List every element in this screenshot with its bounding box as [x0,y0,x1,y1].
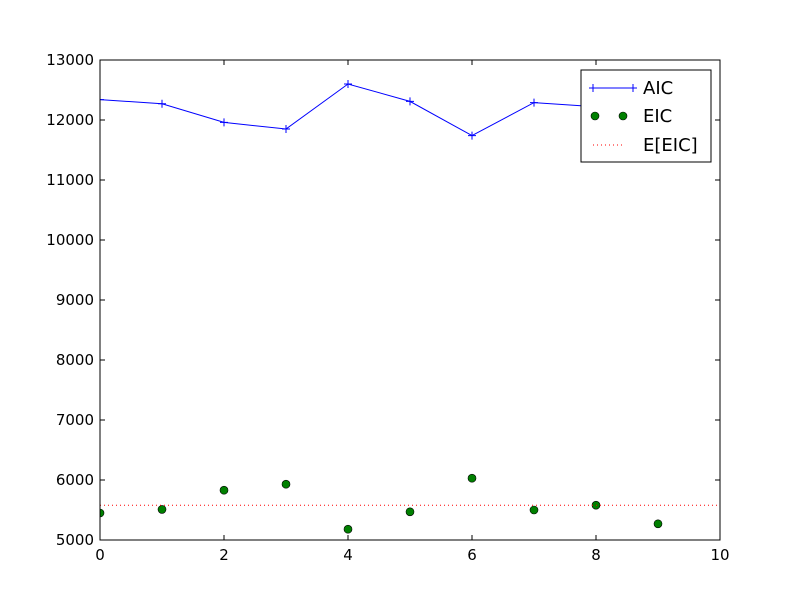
y-tick-label: 8000 [56,351,94,369]
legend-eic-marker [590,111,600,121]
legend-label-eic: EIC [643,106,672,127]
aic-point-marker [344,80,352,88]
eic-point-marker [219,485,229,495]
eic-point-marker [157,505,167,514]
y-tick-label: 12000 [46,111,94,129]
y-tick-label: 10000 [46,231,94,249]
aic-point-marker [530,98,538,107]
axis-ticks: 0 2 4 6 8 10 5000 6000 7000 8000 9000 10000 11000 120… [46,51,729,564]
aic-point-marker [100,95,104,104]
x-tick-label: 4 [343,546,353,564]
eic-point-marker [653,519,663,529]
legend-eic-marker [618,111,628,121]
aic-point-marker [282,125,290,133]
y-tick-label: 13000 [46,51,94,69]
legend-label-expected-eic: E[EIC] [643,135,698,156]
y-tick-label: 7000 [56,411,94,429]
eic-point-marker [529,505,539,515]
aic-point-marker [220,118,228,127]
x-tick-label: 10 [710,546,729,564]
aic-point-marker [468,131,476,140]
eic-point-marker [100,508,105,518]
aic-point-marker [406,97,414,106]
eic-point-marker [281,479,291,489]
legend-aic-marker [589,84,597,92]
x-tick-label: 2 [219,546,229,564]
aic-point-marker [158,99,166,108]
eic-point-marker [467,473,477,483]
x-tick-label: 6 [467,546,477,564]
eic-point-marker [405,507,415,517]
legend-box [580,69,712,163]
y-tick-label: 6000 [56,471,94,489]
y-tick-label: 11000 [46,171,94,189]
legend-aic-marker [629,84,637,92]
legend: AIC EIC E[EIC] [580,69,712,163]
legend-label-aic: AIC [643,78,673,99]
aic-series-line [100,83,659,137]
x-tick-label: 0 [95,546,105,564]
y-tick-label: 9000 [56,291,94,309]
y-tick-label: 5000 [56,531,94,549]
eic-point-marker [343,524,353,534]
x-tick-label: 8 [591,546,601,564]
